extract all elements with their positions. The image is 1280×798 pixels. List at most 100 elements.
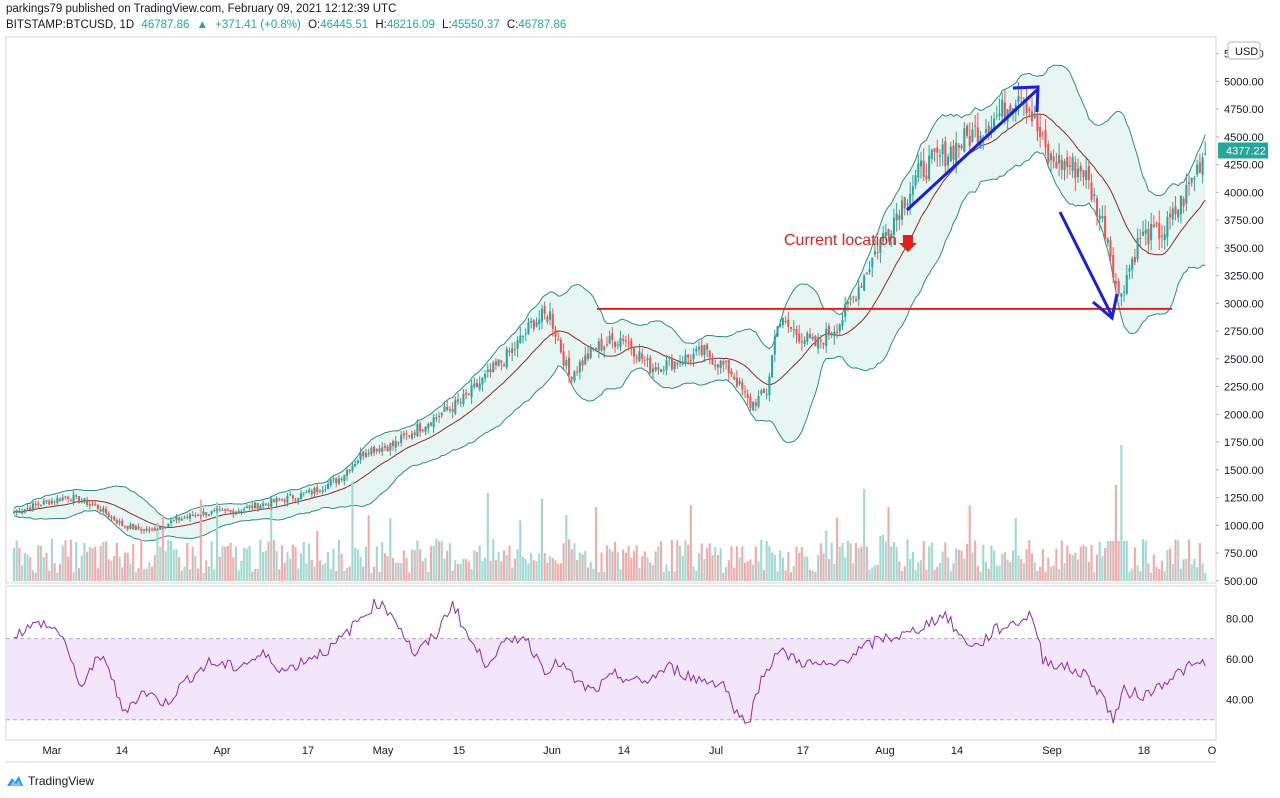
candle-body bbox=[971, 129, 974, 142]
candle-body bbox=[473, 383, 476, 387]
candle-body bbox=[327, 483, 330, 489]
candle bbox=[424, 426, 427, 436]
volume-bar bbox=[597, 572, 600, 581]
candle-body bbox=[332, 478, 335, 480]
volume-bar bbox=[630, 557, 633, 581]
volume-bar bbox=[310, 559, 313, 581]
candle-body bbox=[968, 135, 971, 147]
volume-bar bbox=[402, 550, 405, 581]
candle bbox=[833, 325, 836, 345]
candle-body bbox=[949, 146, 952, 162]
chart-frame bbox=[5, 36, 1217, 763]
candle-body bbox=[787, 319, 790, 327]
volume-bar bbox=[443, 558, 446, 581]
candle bbox=[327, 480, 330, 490]
candle-body bbox=[354, 463, 357, 467]
candle-body bbox=[419, 423, 422, 432]
candle-body bbox=[1188, 182, 1191, 185]
volume-bar bbox=[649, 562, 652, 581]
candle bbox=[178, 516, 181, 524]
volume-bar bbox=[197, 568, 200, 581]
candle bbox=[806, 331, 809, 345]
volume-bar bbox=[700, 543, 703, 581]
volume-bar bbox=[684, 540, 687, 581]
candle bbox=[281, 498, 284, 502]
volume-bar bbox=[960, 550, 963, 581]
volume-bar bbox=[538, 553, 541, 581]
volume-bar bbox=[1117, 541, 1120, 581]
volume-bar bbox=[378, 571, 381, 581]
volume-bar bbox=[646, 557, 649, 581]
volume-bar bbox=[746, 561, 749, 581]
price-tick-label: 5000.00 bbox=[1224, 76, 1264, 88]
volume-bar bbox=[890, 546, 893, 581]
volume-bar bbox=[543, 553, 546, 581]
candle-body bbox=[1068, 165, 1071, 167]
candle bbox=[530, 317, 533, 329]
candle-body bbox=[205, 512, 208, 516]
candle bbox=[272, 498, 275, 503]
candle-body bbox=[711, 357, 714, 365]
candle bbox=[443, 401, 446, 413]
volume-bar bbox=[947, 557, 950, 581]
candle bbox=[1131, 256, 1134, 279]
volume-bar bbox=[321, 564, 324, 581]
volume-bar bbox=[216, 501, 219, 581]
candle-body bbox=[126, 525, 129, 529]
volume-bar bbox=[1136, 565, 1139, 581]
candle bbox=[757, 390, 760, 409]
volume-bar bbox=[359, 556, 362, 581]
candle bbox=[765, 388, 768, 400]
candle bbox=[121, 518, 124, 527]
candle-body bbox=[909, 193, 912, 209]
candles bbox=[12, 82, 1207, 534]
volume-bar bbox=[841, 542, 844, 581]
volume-bar bbox=[971, 552, 974, 581]
candle bbox=[1106, 237, 1109, 247]
volume-bar bbox=[925, 569, 928, 581]
volume-bar bbox=[892, 541, 895, 581]
candle bbox=[145, 525, 148, 533]
candle-body bbox=[1055, 161, 1058, 169]
volume-bar bbox=[798, 552, 801, 581]
volume-bar bbox=[638, 568, 641, 581]
volume-bar bbox=[903, 566, 906, 581]
candle bbox=[714, 359, 717, 371]
candle bbox=[345, 466, 349, 481]
volume-bar bbox=[738, 557, 741, 581]
candle bbox=[836, 323, 839, 339]
candle-body bbox=[1085, 170, 1088, 181]
candle bbox=[275, 496, 278, 507]
candle bbox=[871, 257, 874, 278]
candle bbox=[725, 359, 728, 370]
candle-body bbox=[592, 348, 595, 350]
candle bbox=[80, 498, 83, 504]
volume-bar bbox=[654, 551, 657, 581]
volume-bar bbox=[88, 546, 91, 581]
candle bbox=[1074, 156, 1077, 191]
candle-body bbox=[88, 504, 91, 506]
tradingview-footer[interactable]: TradingView bbox=[6, 774, 94, 788]
candle-body bbox=[408, 435, 411, 437]
candle bbox=[302, 492, 305, 497]
volume-bar bbox=[887, 507, 890, 581]
candle-body bbox=[936, 147, 939, 153]
candle bbox=[351, 462, 354, 473]
candle bbox=[459, 397, 462, 408]
candle-body bbox=[80, 501, 83, 503]
volume-bar bbox=[697, 553, 701, 581]
candle-body bbox=[884, 231, 887, 237]
volume-bar bbox=[676, 540, 679, 581]
volume-bar bbox=[408, 572, 411, 581]
candle bbox=[595, 347, 598, 351]
candle bbox=[1163, 225, 1166, 250]
candle bbox=[681, 355, 684, 367]
volume-bar bbox=[1160, 560, 1164, 581]
volume-bar bbox=[706, 548, 709, 581]
volume-bar bbox=[695, 570, 698, 581]
candle bbox=[240, 509, 243, 516]
candle-body bbox=[1185, 184, 1188, 204]
candle bbox=[134, 524, 137, 531]
volume-bar bbox=[976, 566, 979, 581]
